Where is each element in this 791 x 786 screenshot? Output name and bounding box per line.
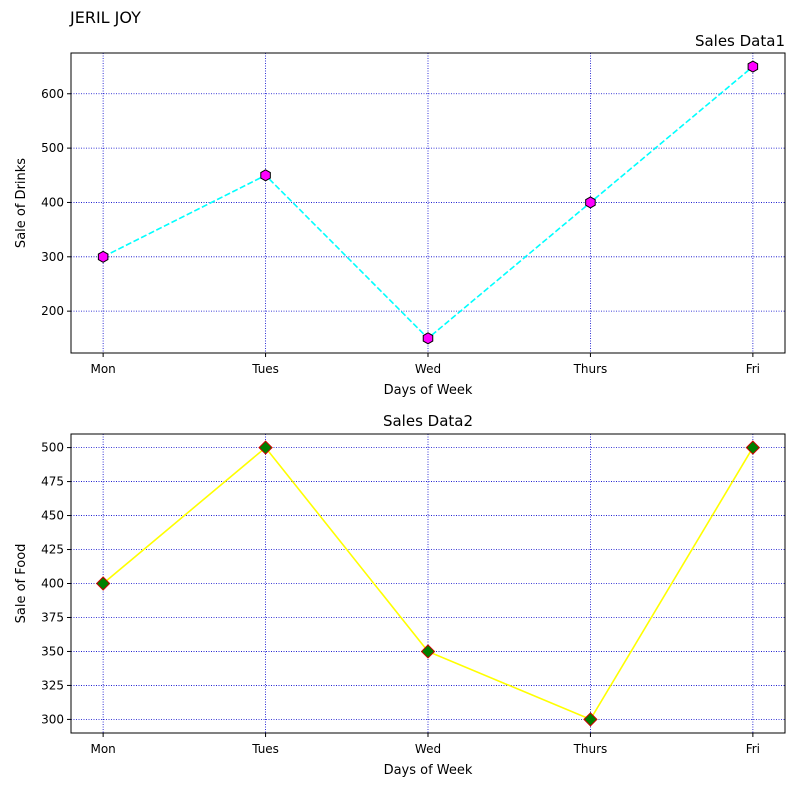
data-point-thurs — [585, 196, 596, 209]
x-tick-label-mon: Mon — [90, 362, 115, 376]
x-tick-label-tues: Tues — [251, 362, 279, 376]
y-tick-label: 200 — [41, 304, 64, 318]
chart-panel-2: Mon Tues Wed Thurs Fri 300 325 350 375 400 425 450 4… — [14, 412, 786, 778]
y-tick-label: 400 — [41, 577, 64, 591]
chart-title: Sales Data2 — [383, 412, 473, 430]
data-point-wed — [422, 332, 434, 345]
y-tick-label: 300 — [41, 250, 64, 264]
y-axis-label: Sale of Drinks — [14, 158, 29, 248]
y-axis-label: Sale of Food — [14, 544, 29, 624]
series-line — [102, 65, 754, 340]
y-tick-label: 350 — [41, 644, 64, 658]
axes-frame — [70, 433, 786, 734]
x-tick-label-thurs: Thurs — [573, 362, 608, 376]
data-point-thurs — [583, 712, 598, 727]
grid-lines — [71, 53, 785, 353]
data-point-mon — [97, 250, 109, 263]
chart-title: Sales Data1 — [695, 32, 785, 50]
y-tick-label: 500 — [41, 441, 64, 455]
x-tick-label-wed: Wed — [415, 362, 441, 376]
x-tick-label-mon: Mon — [90, 742, 115, 756]
x-axis-label: Days of Week — [384, 763, 473, 778]
data-point-fri — [745, 440, 761, 455]
data-point-mon — [95, 576, 111, 591]
y-tick-label: 325 — [41, 678, 64, 692]
y-tick-label: 400 — [41, 195, 64, 209]
x-axis-label: Days of Week — [384, 383, 473, 398]
data-point-fri — [747, 60, 759, 73]
y-tick-label: 500 — [41, 141, 64, 155]
data-point-tues — [260, 169, 271, 182]
y-tick-label: 475 — [41, 475, 64, 489]
y-tick-label: 450 — [41, 509, 64, 523]
data-point-wed — [420, 644, 436, 659]
x-tick-label-fri: Fri — [746, 362, 760, 376]
chart-panel-1: Mon Tues Wed Thurs Fri 200 300 400 500 600 Days of… — [14, 32, 786, 398]
y-tick-label: 375 — [41, 610, 64, 624]
x-tick-label-thurs: Thurs — [573, 742, 608, 756]
data-point-tues — [258, 440, 273, 455]
x-tick-label-fri: Fri — [746, 742, 760, 756]
x-tick-label-wed: Wed — [415, 742, 441, 756]
y-tick-label: 600 — [41, 87, 64, 101]
series-line — [102, 446, 754, 721]
x-tick-label-tues: Tues — [251, 742, 279, 756]
y-tick-label: 300 — [41, 712, 64, 726]
figure-suptitle: JERIL JOY — [70, 8, 141, 27]
grid-lines — [71, 434, 785, 733]
y-tick-label: 425 — [41, 543, 64, 557]
